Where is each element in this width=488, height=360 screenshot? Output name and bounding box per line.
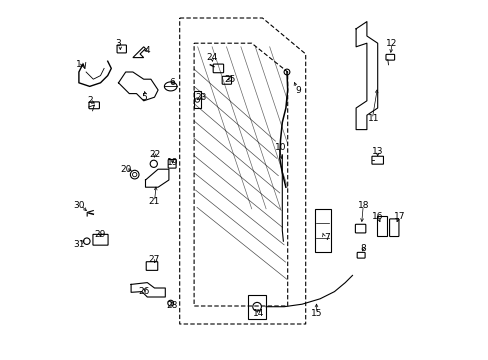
Text: 5: 5 xyxy=(141,93,146,102)
Text: 10: 10 xyxy=(274,143,285,152)
Text: 9: 9 xyxy=(295,86,301,95)
Text: 15: 15 xyxy=(310,309,322,318)
Text: 6: 6 xyxy=(169,78,175,87)
Text: 3: 3 xyxy=(115,39,121,48)
Text: 8: 8 xyxy=(360,244,366,253)
Text: 1: 1 xyxy=(76,60,81,69)
Text: 31: 31 xyxy=(73,240,84,249)
Text: 27: 27 xyxy=(148,255,160,264)
Text: 25: 25 xyxy=(224,75,235,84)
Text: 16: 16 xyxy=(371,212,383,220)
Text: 7: 7 xyxy=(324,233,329,242)
Text: 20: 20 xyxy=(120,165,131,174)
Text: 17: 17 xyxy=(393,212,404,220)
Text: 14: 14 xyxy=(253,309,264,318)
Text: 19: 19 xyxy=(166,158,178,166)
Text: 4: 4 xyxy=(144,46,150,55)
Text: 28: 28 xyxy=(166,302,178,310)
Text: 24: 24 xyxy=(206,53,217,62)
Text: 12: 12 xyxy=(386,39,397,48)
Text: 26: 26 xyxy=(138,287,149,296)
Text: 29: 29 xyxy=(95,230,106,239)
Text: 22: 22 xyxy=(148,150,160,159)
Text: 18: 18 xyxy=(357,201,368,210)
Text: 30: 30 xyxy=(73,201,84,210)
Text: 11: 11 xyxy=(367,114,379,123)
Text: 21: 21 xyxy=(148,197,160,206)
Text: 23: 23 xyxy=(195,93,206,102)
Text: 2: 2 xyxy=(87,96,92,105)
Text: 13: 13 xyxy=(371,147,383,156)
